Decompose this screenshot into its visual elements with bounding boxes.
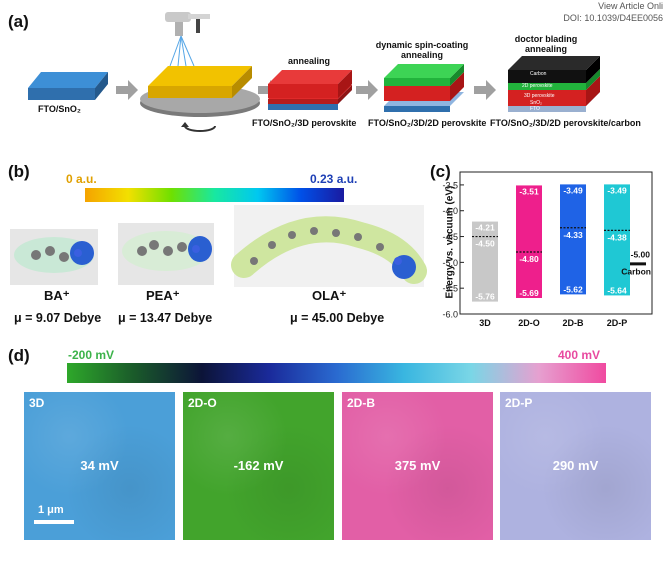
kpfm-map-2d-p: 2D-P 290 mV <box>500 392 651 540</box>
energy-value-label: -4.50 <box>475 239 495 249</box>
molecule-pea-dipole: μ = 13.47 Debye <box>118 311 213 325</box>
category-label: 2D-B <box>562 318 584 328</box>
step4-caption: FTO/SnO₂/3D/2D perovskite <box>368 118 487 128</box>
y-tick-label: -3.5 <box>442 180 458 190</box>
view-article-link[interactable]: View Article Onli <box>598 1 663 11</box>
arrow-icon <box>116 80 138 100</box>
fabrication-schematic <box>28 12 600 132</box>
esp-colorbar <box>85 188 344 202</box>
energy-value-label: -4.33 <box>563 230 583 240</box>
energy-value-label: -3.49 <box>563 185 583 195</box>
y-tick-label: -5.5 <box>442 284 458 294</box>
panel-c-label: (c) <box>430 162 451 181</box>
energy-bar-2D-B <box>560 184 586 295</box>
energy-value-label: -4.80 <box>519 254 539 264</box>
energy-value-label: -5.64 <box>607 285 627 295</box>
panel-b-label: (b) <box>8 162 30 181</box>
energy-value-label: -5.62 <box>563 284 583 294</box>
carbon-label: Carbon <box>621 266 651 276</box>
kpfm-map-2d-o: 2D-O -162 mV <box>183 392 334 540</box>
energy-bar-2D-P <box>604 184 630 296</box>
potential-scale-min: -200 mV <box>68 348 115 362</box>
carbon-value-label: -5.00 <box>631 249 651 259</box>
map-2d-b-value: 375 mV <box>394 458 441 473</box>
esp-scale-max: 0.23 a.u. <box>310 172 358 186</box>
kpfm-map-2d-b: 2D-B 375 mV <box>342 392 493 540</box>
ola-molecule-icon <box>231 205 427 287</box>
step5-title: doctor blading annealing <box>514 34 578 54</box>
map-2d-b-label: 2D-B <box>347 396 376 410</box>
map-2d-p-value: 290 mV <box>552 458 599 473</box>
energy-value-label: -5.76 <box>475 292 495 302</box>
energy-value-label: -4.38 <box>607 232 627 242</box>
layer-3d-label: 3D perovskite <box>524 93 555 99</box>
category-label: 2D-O <box>518 318 540 328</box>
layer-fto-label: FTO <box>530 106 540 112</box>
spray-gun-icon <box>165 12 210 67</box>
layer-2d-label: 2D perovskite <box>522 83 553 89</box>
category-label: 2D-P <box>607 318 628 328</box>
step5-caption: FTO/SnO₂/3D/2D perovskite/carbon <box>490 118 641 128</box>
kpfm-map-3d: 3D 34 mV 1 μm <box>24 392 175 540</box>
map-2d-p-label: 2D-P <box>505 396 533 410</box>
map-2d-o-value: -162 mV <box>233 458 284 473</box>
map-3d-value: 34 mV <box>80 458 119 473</box>
layer-sno2-label: SnO₂ <box>530 100 542 106</box>
energy-value-label: -3.49 <box>607 185 627 195</box>
esp-molecules <box>10 205 427 287</box>
device-stack-icon <box>508 56 600 112</box>
category-label: 3D <box>479 318 491 328</box>
energy-level-chart: -3.5 -4.0 -4.5 -5.0 -5.5 -6.0 -4.21 -4.50 -5.76 3… <box>442 171 653 328</box>
carbon-level-mark <box>630 262 646 266</box>
step3-title: annealing <box>288 56 331 66</box>
energy-bar-3D <box>472 221 498 302</box>
esp-scale-min: 0 a.u. <box>66 172 97 186</box>
fto-slab-icon <box>28 72 108 100</box>
step3-caption: FTO/SnO₂/3D perovskite <box>252 118 357 128</box>
energy-bar-2D-O <box>516 185 542 298</box>
molecule-ba-name: BA⁺ <box>44 288 70 303</box>
potential-scale-max: 400 mV <box>558 348 601 362</box>
molecule-ba-dipole: μ = 9.07 Debye <box>14 311 102 325</box>
y-tick-label: -4.0 <box>442 206 458 216</box>
scale-bar-label: 1 μm <box>38 504 64 516</box>
arrow-icon <box>356 80 378 100</box>
arrow-icon <box>474 80 496 100</box>
map-3d-label: 3D <box>29 396 45 410</box>
scale-bar <box>34 520 74 524</box>
panel-a-label: (a) <box>8 12 29 31</box>
step4-title: dynamic spin-coating annealing <box>375 40 469 60</box>
plot-frame <box>459 171 653 315</box>
energy-value-label: -3.51 <box>519 186 539 196</box>
panel-d-label: (d) <box>8 346 30 365</box>
y-tick-label: -4.5 <box>442 232 458 242</box>
ba-molecule-icon <box>10 229 98 285</box>
perovskite-3d-stack-icon <box>268 70 352 110</box>
potential-colorbar <box>67 363 606 383</box>
perovskite-3d-2d-stack-icon <box>384 64 464 112</box>
molecule-ola-name: OLA⁺ <box>312 288 347 303</box>
molecule-pea-name: PEA⁺ <box>146 288 180 303</box>
map-2d-o-label: 2D-O <box>188 396 217 410</box>
energy-value-label: -4.21 <box>475 223 495 233</box>
layer-carbon-label: Carbon <box>530 71 547 77</box>
energy-value-label: -5.69 <box>519 288 539 298</box>
molecule-ola-dipole: μ = 45.00 Debye <box>290 311 385 325</box>
step1-caption: FTO/SnO₂ <box>38 104 81 114</box>
y-tick-label: -6.0 <box>442 310 458 320</box>
doi-text: DOI: 10.1039/D4EE0056 <box>563 13 663 23</box>
y-tick-label: -5.0 <box>442 258 458 268</box>
spin-coater-icon <box>140 66 260 132</box>
pea-molecule-icon <box>118 223 214 285</box>
